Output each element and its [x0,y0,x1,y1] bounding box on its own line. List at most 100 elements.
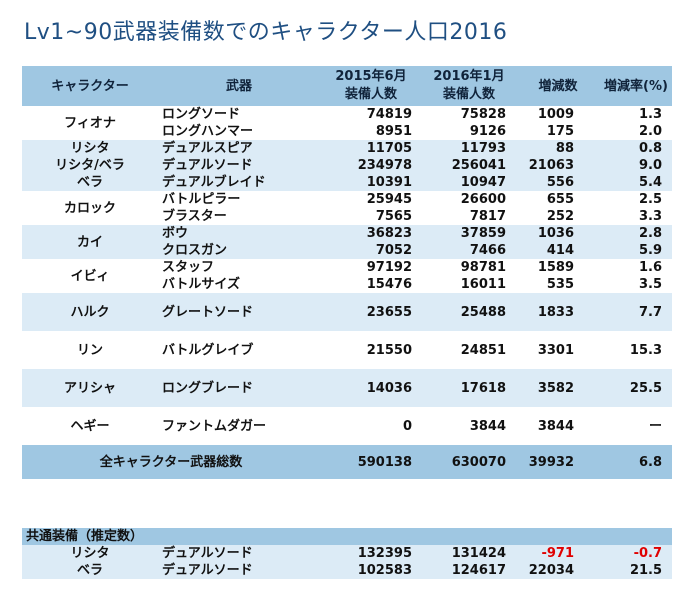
value-2016-cell: 131424 [422,545,516,562]
diff-cell: 1589 [537,260,574,275]
weapon-cell: スタッフ [162,260,215,275]
diff-cell: 655 [546,192,574,207]
header-2015: 2015年6月 装備人数 [320,66,422,106]
rate-cell: -0.7 [600,545,673,562]
weapon-cell: デュアルスピア [158,140,320,157]
rate-cell: 3.5 [638,277,662,292]
diff-cell: 1036 [516,225,600,242]
value-2015-cell: 15476 [366,277,412,292]
diff-cell: 535 [546,277,574,292]
table-row: バトルサイズ 15476 16011 535 3.5 [22,276,672,293]
table-row: ハルク グレートソード 23655 25488 1833 7.7 [22,293,672,331]
rate-cell: 15.3 [629,342,662,358]
weapon-cell: ロングハンマー [162,124,254,139]
weapon-cell: ブラスター [162,209,227,224]
value-2015-cell: 234978 [320,157,422,174]
value-2015-cell: 132395 [320,545,422,562]
value-2015-cell: 74819 [366,107,412,122]
character-cell: フィオナ [64,115,116,131]
weapon-cell: ロングブレード [158,369,320,407]
header-2016-line1: 2016年1月 [433,69,505,84]
value-2015-cell: 10391 [320,174,422,191]
rate-cell: 2.0 [638,124,662,139]
total-rate: 6.8 [600,445,672,479]
value-2015-cell: 7052 [320,242,422,259]
weapon-cell: デュアルブレイド [158,174,320,191]
value-2015-cell: 36823 [320,225,422,242]
weapon-cell: ボウ [158,225,320,242]
table-row: アリシャ ロングブレード 14036 17618 3582 25.5 [22,369,672,407]
weapon-cell: バトルピラー [162,192,241,207]
table-row: ブラスター 7565 7817 252 3.3 [22,208,672,225]
table-row: リシタ デュアルスピア 11705 11793 88 0.8 [22,140,672,157]
diff-cell: 21063 [516,157,600,174]
value-2015-cell: 8951 [375,124,412,139]
weapon-population-table: キャラクター 武器 2015年6月 装備人数 2016年1月 装備人数 増減数 増減… [22,66,672,479]
rate-cell: 0.8 [600,140,672,157]
value-2015-cell: 23655 [320,293,422,331]
rate-cell: 1.6 [638,260,662,275]
weapon-cell: ファントムダガー [162,418,267,434]
table-row: リシタ/ベラ デュアルソード 234978 256041 21063 9.0 [22,157,672,174]
common-header-row: 共通装備（推定数） [22,528,673,545]
header-2016: 2016年1月 装備人数 [422,66,516,106]
value-2016-cell: 16011 [460,277,506,292]
value-2015-cell: 0 [402,418,412,434]
header-diff: 増減数 [516,66,600,106]
common-row: リシタ デュアルソード 132395 131424 -971 -0.7 [22,545,673,562]
rate-cell: 5.9 [600,242,672,259]
total-2015: 590138 [320,445,422,479]
common-row: ベラ デュアルソード 102583 124617 22034 21.5 [22,562,673,579]
table-header-row: キャラクター 武器 2015年6月 装備人数 2016年1月 装備人数 増減数 増減… [22,66,672,106]
value-2016-cell: 124617 [422,562,516,579]
value-2016-cell: 75828 [460,107,506,122]
value-2015-cell: 102583 [320,562,422,579]
diff-cell: 175 [546,124,574,139]
value-2016-cell: 11793 [422,140,516,157]
common-equipment-table: 共通装備（推定数） リシタ デュアルソード 132395 131424 -971 -0.7… [22,528,673,579]
table-row: ロングハンマー 8951 9126 175 2.0 [22,123,672,140]
character-cell: ベラ [22,562,158,579]
character-cell: リン [76,342,103,358]
table-row: イビィ スタッフ 97192 98781 1589 1.6 [22,259,672,284]
diff-cell: 22034 [516,562,600,579]
character-cell: ハルク [22,293,158,331]
rate-cell: 21.5 [600,562,673,579]
rate-cell: 9.0 [600,157,672,174]
header-2016-line2: 装備人数 [442,87,495,102]
header-2015-line1: 2015年6月 [335,69,407,84]
header-weapon: 武器 [158,66,320,106]
rate-cell: 2.5 [638,192,662,207]
table-row: フィオナ ロングソード 74819 75828 1009 1.3 [22,106,672,131]
weapon-cell: バトルグレイブ [162,342,254,358]
character-cell: カロック [63,200,116,216]
value-2016-cell: 7817 [469,209,506,224]
character-cell: リシタ [22,545,158,562]
character-cell: リシタ/ベラ [22,157,158,174]
diff-cell: 88 [516,140,600,157]
value-2016-cell: 24851 [460,342,506,358]
weapon-cell: クロスガン [158,242,320,259]
table-row: ベラ デュアルブレイド 10391 10947 556 5.4 [22,174,672,191]
diff-cell: 3301 [537,342,574,358]
table-row: ヘギー ファントムダガー 0 3844 3844 ー [22,407,672,445]
character-cell: カイ [22,225,158,259]
weapon-cell: ロングソード [162,107,241,122]
value-2015-cell: 25945 [366,192,412,207]
rate-cell: 2.8 [600,225,672,242]
value-2016-cell: 26600 [460,192,506,207]
total-label: 全キャラクター武器総数 [22,445,320,479]
character-cell: イビィ [70,268,110,284]
weapon-cell: デュアルソード [158,562,320,579]
value-2016-cell: 98781 [460,260,506,275]
diff-cell: 3844 [537,418,574,434]
rate-cell: 3.3 [638,209,662,224]
header-2015-line2: 装備人数 [344,87,397,102]
total-row: 全キャラクター武器総数 590138 630070 39932 6.8 [22,445,672,479]
value-2015-cell: 14036 [320,369,422,407]
value-2015-cell: 21550 [366,342,412,358]
value-2016-cell: 7466 [422,242,516,259]
rate-cell: 1.3 [638,107,662,122]
character-cell: アリシャ [22,369,158,407]
table-row: リン バトルグレイブ 21550 24851 3301 15.3 [22,331,672,369]
